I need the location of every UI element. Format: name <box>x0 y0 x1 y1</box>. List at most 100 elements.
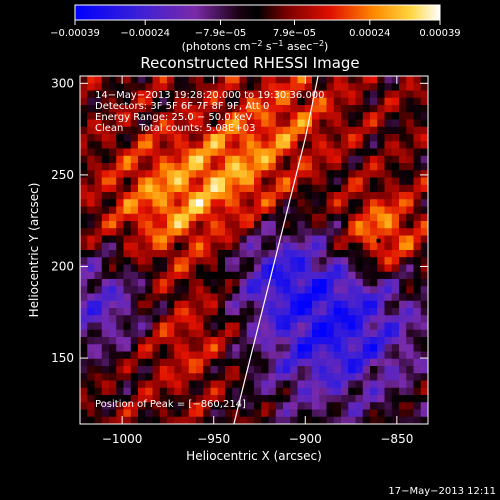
heatmap-cell <box>355 119 364 128</box>
heatmap-cell <box>159 358 168 367</box>
heatmap-cell <box>87 242 95 251</box>
heatmap-cell <box>203 97 211 106</box>
heatmap-cell <box>101 163 110 171</box>
heatmap-cell <box>188 264 197 273</box>
heatmap-cell <box>109 315 117 323</box>
heatmap-cell <box>348 315 356 323</box>
heatmap-cell <box>384 271 393 280</box>
heatmap-cell <box>355 308 364 316</box>
heatmap-cell <box>297 358 306 367</box>
heatmap-cell <box>188 402 197 410</box>
heatmap-cell <box>239 134 248 142</box>
heatmap-cell <box>341 358 349 367</box>
heatmap-cell <box>101 228 110 236</box>
heatmap-cell <box>87 184 95 193</box>
peak-position-label: Position of Peak = [−860,214] <box>95 399 246 410</box>
heatmap-cell <box>283 235 291 244</box>
heatmap-cell <box>370 141 378 149</box>
heatmap-cell <box>203 366 211 374</box>
heatmap-cell <box>87 213 95 222</box>
heatmap-cell <box>333 308 342 316</box>
heatmap-cell <box>268 213 277 222</box>
heatmap-cell <box>232 134 240 142</box>
heatmap-cell <box>319 184 327 193</box>
heatmap-cell <box>341 257 349 265</box>
heatmap-cell <box>377 373 385 381</box>
heatmap-cell <box>109 337 117 345</box>
heatmap-cell <box>181 257 190 265</box>
heatmap-cell <box>275 148 284 157</box>
heatmap-cell <box>101 329 110 338</box>
heatmap-cell <box>341 199 349 207</box>
heatmap-cell <box>399 344 407 352</box>
heatmap-cell <box>406 177 414 186</box>
heatmap-cell <box>362 206 371 215</box>
heatmap-cell <box>217 242 226 251</box>
heatmap-cell <box>297 141 306 149</box>
heatmap-cell <box>203 337 211 345</box>
heatmap-cell <box>188 119 197 128</box>
heatmap-cell <box>167 279 175 287</box>
heatmap-cell <box>138 213 146 222</box>
heatmap-cell <box>246 76 255 84</box>
heatmap-cell <box>290 134 298 142</box>
heatmap-cell <box>283 228 291 236</box>
heatmap-cell <box>80 235 88 244</box>
heatmap-cell <box>159 163 168 171</box>
heatmap-cell <box>297 293 306 302</box>
heatmap-cell <box>326 366 335 374</box>
heatmap-cell <box>210 271 219 280</box>
heatmap-cell <box>196 300 204 309</box>
heatmap-cell <box>123 402 132 410</box>
heatmap-cell <box>246 119 255 128</box>
heatmap-cell <box>181 409 190 418</box>
heatmap-cell <box>109 322 117 331</box>
heatmap-cell <box>196 155 204 164</box>
heatmap-cell <box>290 395 298 403</box>
heatmap-cell <box>391 250 400 258</box>
heatmap-cell <box>254 366 262 374</box>
heatmap-cell <box>94 409 103 418</box>
heatmap-cell <box>420 387 428 396</box>
heatmap-cell <box>413 329 422 338</box>
heatmap-cell <box>174 322 182 331</box>
heatmap-cell <box>420 279 428 287</box>
heatmap-cell <box>130 409 139 418</box>
heatmap-cell <box>261 337 269 345</box>
heatmap-cell <box>181 271 190 280</box>
heatmap-cell <box>384 308 393 316</box>
heatmap-cell <box>406 192 414 200</box>
heatmap-cell <box>174 387 182 396</box>
heatmap-cell <box>413 192 422 200</box>
heatmap-cell <box>94 221 103 229</box>
heatmap-cell <box>239 148 248 157</box>
heatmap-cell <box>152 409 161 418</box>
heatmap-cell <box>326 76 335 84</box>
heatmap-cell <box>109 90 117 99</box>
heatmap-cell <box>326 286 335 294</box>
heatmap-cell <box>196 184 204 193</box>
heatmap-cell <box>174 235 182 244</box>
heatmap-cell <box>181 228 190 236</box>
heatmap-cell <box>362 416 371 424</box>
heatmap-cell <box>420 155 428 164</box>
heatmap-cell <box>167 184 175 193</box>
heatmap-cell <box>181 184 190 193</box>
heatmap-cell <box>319 402 327 410</box>
heatmap-cell <box>246 300 255 309</box>
heatmap-cell <box>101 416 110 424</box>
heatmap-cell <box>370 163 378 171</box>
heatmap-cell <box>210 97 219 106</box>
colorbar-tick-label: 0.00024 <box>349 28 390 39</box>
y-axis-label: Heliocentric Y (arcsec) <box>27 183 41 318</box>
heatmap-cell <box>290 366 298 374</box>
heatmap-cell <box>80 221 88 229</box>
heatmap-cell <box>188 387 197 396</box>
heatmap-cell <box>341 308 349 316</box>
heatmap-cell <box>283 380 291 389</box>
heatmap-cell <box>304 213 313 222</box>
heatmap-cell <box>116 271 124 280</box>
heatmap-cell <box>188 155 197 164</box>
heatmap-cell <box>174 148 182 157</box>
heatmap-cell <box>312 387 320 396</box>
